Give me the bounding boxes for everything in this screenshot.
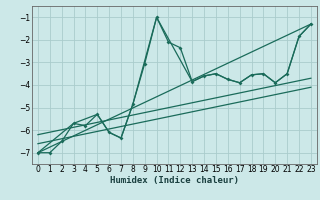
X-axis label: Humidex (Indice chaleur): Humidex (Indice chaleur) — [110, 176, 239, 185]
